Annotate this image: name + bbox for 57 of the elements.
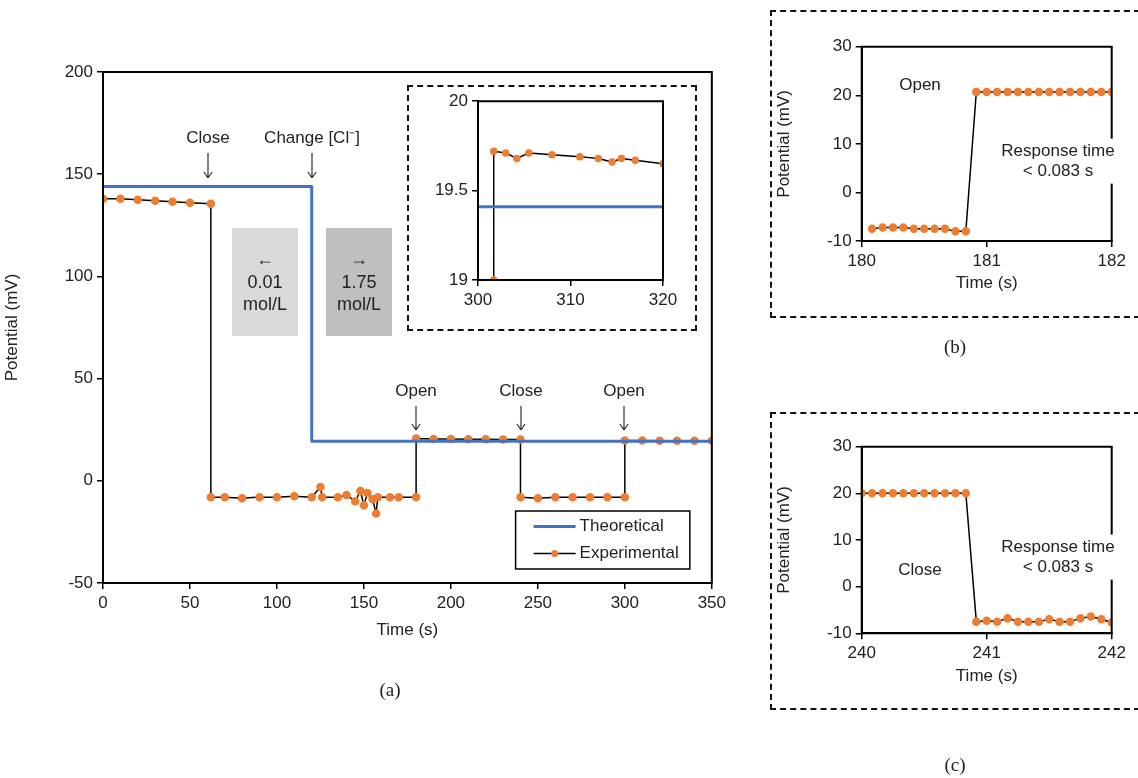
annotation: Open (899, 74, 941, 96)
y-tick-label: 100 (64, 266, 93, 286)
annotation: Response time < 0.083 s (999, 534, 1117, 580)
x-tick-label: 241 (972, 643, 1001, 663)
y-tick-label: 0 (842, 576, 852, 596)
y-tick-label: 20 (832, 483, 852, 503)
x-axis-title: Time (s) (955, 665, 1018, 685)
x-tick-label: 50 (180, 592, 200, 612)
x-tick-label: 240 (847, 643, 876, 663)
y-tick-label: 20 (449, 90, 468, 110)
x-tick-label: 350 (697, 592, 727, 612)
x-tick-label: 100 (262, 592, 292, 612)
y-tick-label: 0 (842, 182, 852, 202)
x-tick-label: 181 (972, 250, 1001, 270)
y-tick-label: 0 (83, 470, 93, 490)
annotation: Close (898, 559, 942, 581)
x-axis-title: Time (s) (376, 620, 439, 640)
x-tick-label: 310 (556, 289, 585, 309)
y-tick-label: 200 (64, 61, 93, 81)
shaded-label-box: → 1.75 mol/L (326, 228, 392, 336)
y-tick-label: 30 (832, 36, 852, 56)
x-tick-label: 250 (523, 592, 553, 612)
y-axis-title: Potential (mV) (773, 486, 793, 594)
y-tick-label: 10 (832, 133, 852, 153)
y-axis-title: Potential (mV) (773, 90, 793, 198)
y-tick-label: 20 (832, 84, 852, 104)
x-tick-label: 300 (463, 289, 493, 309)
x-tick-label: 320 (648, 289, 678, 309)
legend-label: Theoretical (579, 516, 664, 536)
annotation: Close (186, 127, 230, 149)
y-tick-label: 19 (449, 269, 468, 289)
y-tick-label: 19.5 (434, 180, 468, 200)
legend-label: Experimental (579, 543, 679, 563)
annotation: Close (499, 380, 543, 402)
y-tick-label: 50 (74, 368, 93, 388)
annotation: Open (395, 380, 437, 402)
x-tick-label: 150 (349, 592, 379, 612)
x-tick-label: 182 (1097, 250, 1126, 270)
shaded-label-box: ← 0.01 mol/L (232, 228, 298, 336)
y-tick-label: 30 (832, 436, 852, 456)
x-tick-label: 300 (610, 592, 640, 612)
y-axis-title: Potential (mV) (1, 273, 21, 382)
y-tick-label: -10 (827, 622, 852, 642)
y-tick-label: -10 (827, 230, 852, 250)
annotation: Response time < 0.083 s (999, 138, 1117, 184)
annotation: Open (603, 380, 645, 402)
y-tick-label: -50 (68, 572, 93, 592)
x-tick-label: 0 (98, 592, 108, 612)
text: (b) (943, 335, 967, 359)
x-tick-label: 180 (847, 250, 876, 270)
annotation: Change [Cl⁻] (264, 127, 360, 149)
x-tick-label: 242 (1097, 643, 1126, 663)
text: (c) (944, 753, 966, 777)
text: (a) (379, 678, 401, 702)
x-axis-title: Time (s) (955, 273, 1018, 293)
y-tick-label: 150 (64, 163, 93, 183)
y-tick-label: 10 (832, 529, 852, 549)
